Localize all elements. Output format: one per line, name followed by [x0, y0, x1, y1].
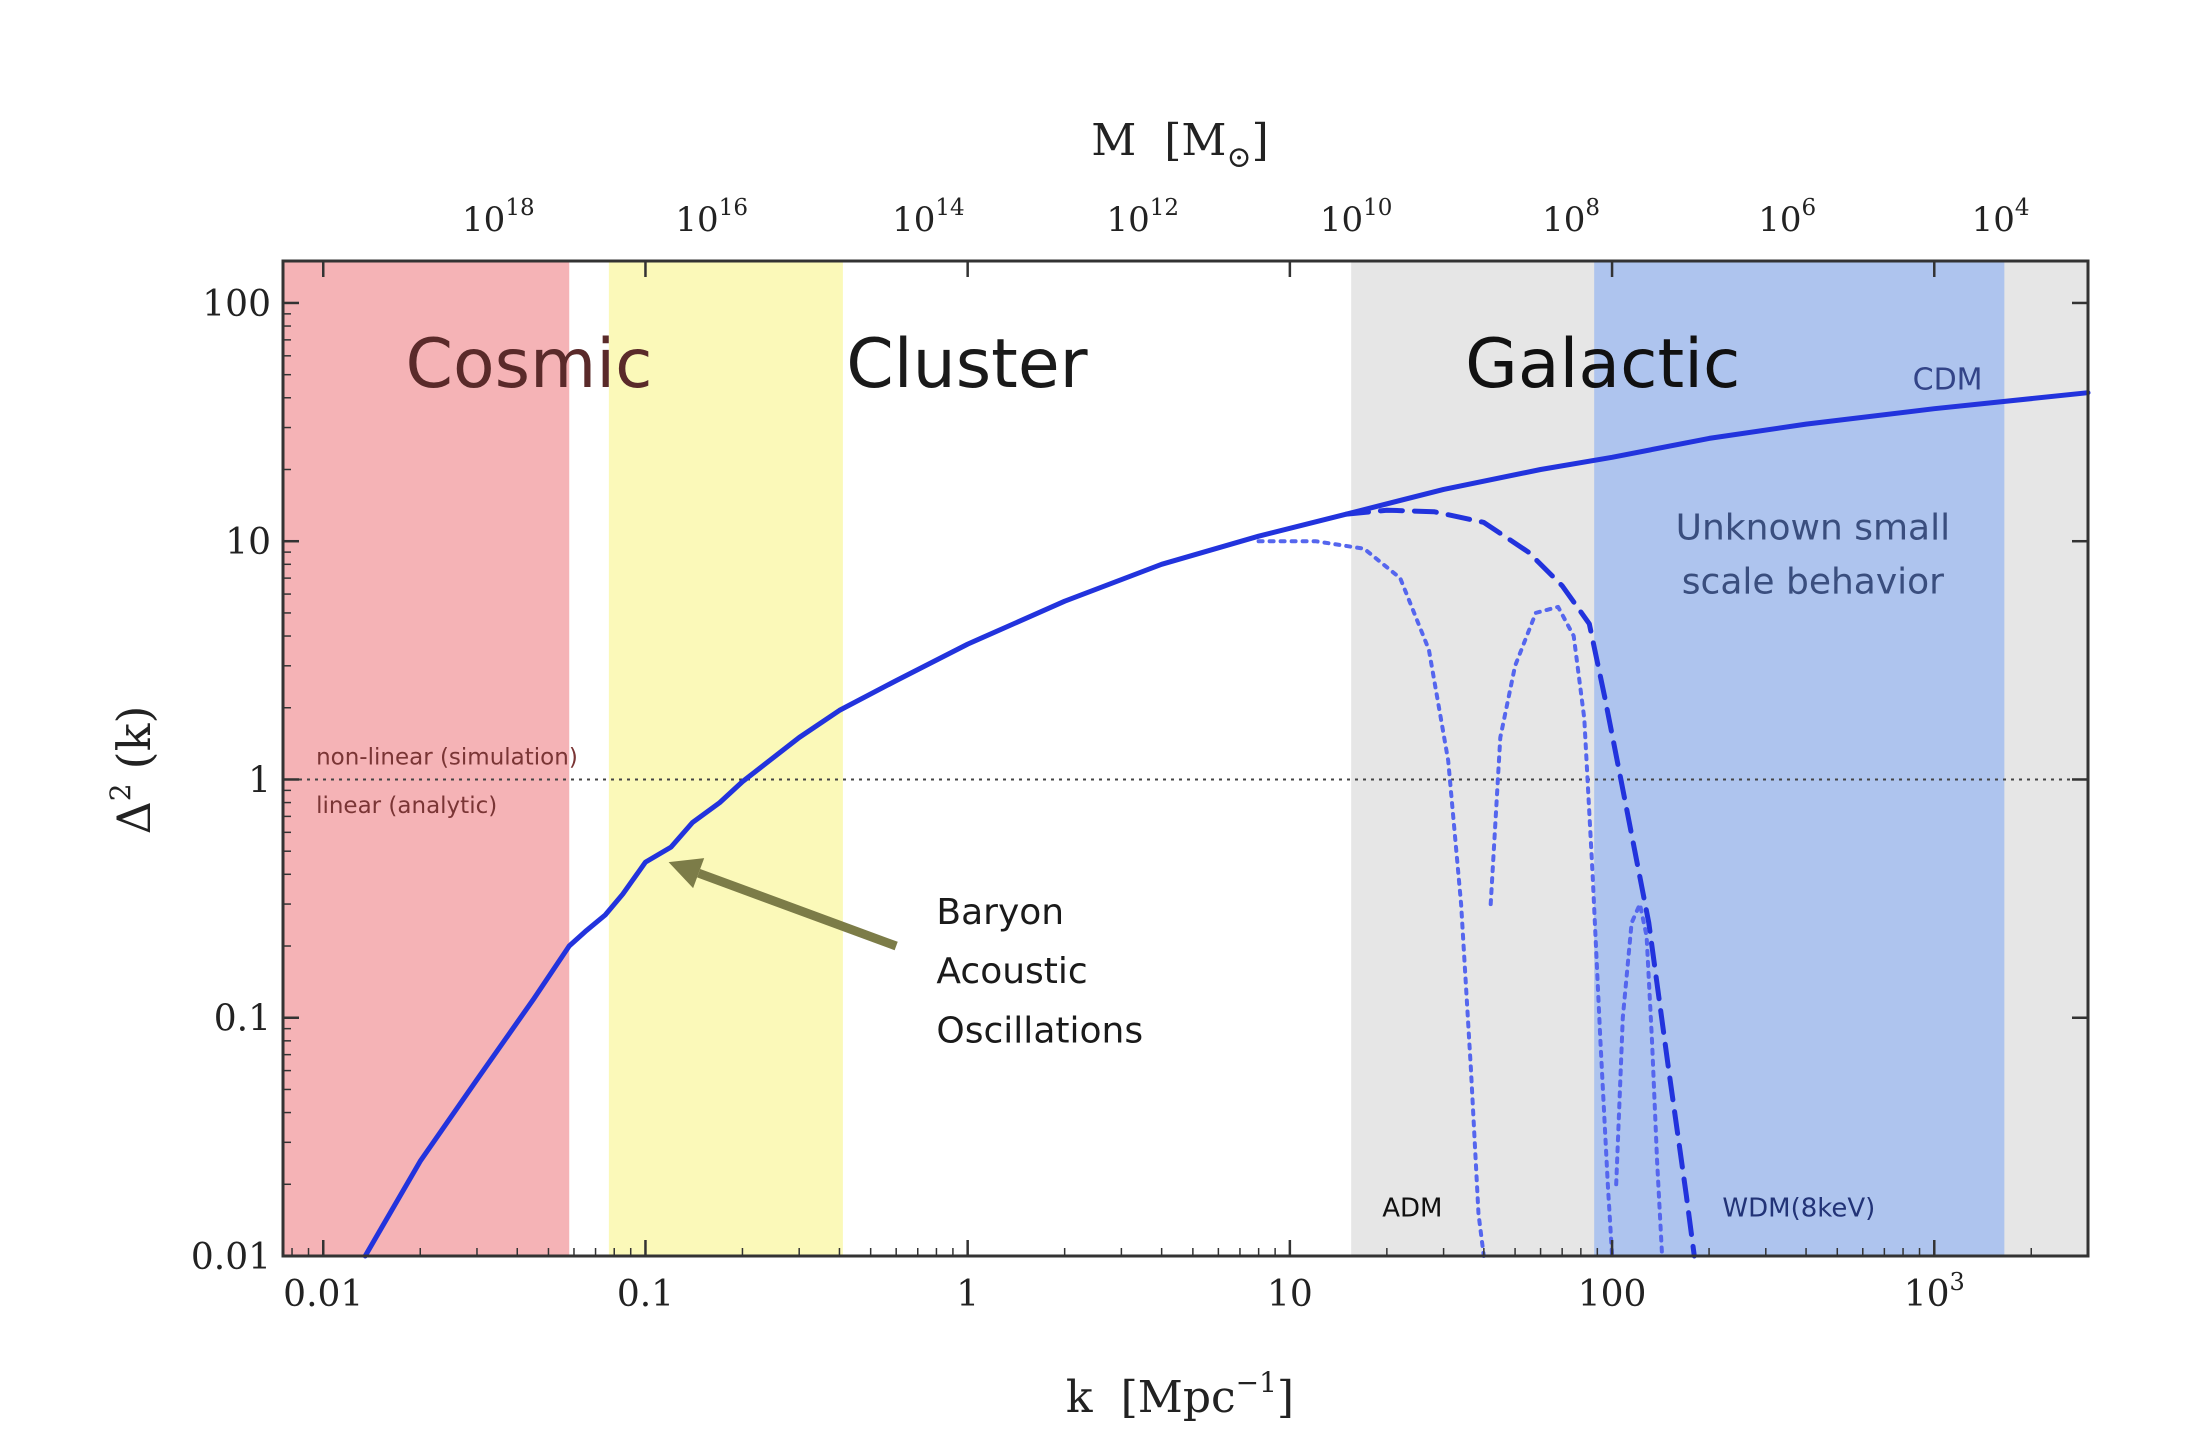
region-label-cluster: Cluster — [846, 325, 1087, 404]
x-tick-label-2: 1 — [956, 1274, 979, 1315]
x-tick-label-1: 0.1 — [617, 1274, 674, 1315]
region-label-cosmic: Cosmic — [406, 325, 653, 404]
top-tick-label-base: 10 — [1320, 200, 1363, 240]
top-axis-ticks: 1018 1016 1014 1012 1010 108 106 104 — [462, 195, 2030, 240]
top-tick-label-4: 1010 — [1320, 195, 1393, 240]
y-axis-title-main: Δ — [107, 801, 161, 834]
y-axis-title: Δ2 (k) — [104, 706, 161, 835]
y-tick-label-3: 10 — [225, 522, 271, 563]
series-curves — [362, 390, 2091, 1259]
x-tick-label-base: 10 — [1904, 1274, 1950, 1315]
top-tick-label-0: 1018 — [462, 195, 535, 240]
top-tick-label-exp: 10 — [1363, 195, 1392, 221]
x-axis-title-main: k — [1066, 1372, 1093, 1423]
top-tick-label-7: 104 — [1972, 195, 2030, 240]
plot-frame — [281, 259, 2090, 1258]
x-tick-label-3: 10 — [1267, 1274, 1313, 1315]
top-tick-label-exp: 12 — [1150, 195, 1179, 221]
x-axis-title: k [Mpc−1] — [1066, 1366, 1294, 1423]
annotation-text-5: ADM — [1382, 1193, 1442, 1223]
annotations: Cosmic Cluster Galactic CDM Unknown small sca… — [316, 325, 1982, 1224]
x-tick-label-exp: 3 — [1950, 1268, 1965, 1296]
top-tick-label-exp: 4 — [2015, 195, 2030, 221]
annotation-text-1: Unknown small — [1676, 507, 1950, 548]
y-tick-label-2: 1 — [248, 760, 271, 801]
x-axis-title-unit: [Mpc — [1121, 1372, 1236, 1423]
y-axis-title-exp: 2 — [104, 783, 137, 801]
series-line-dotted-3 — [1488, 604, 1615, 1258]
annotation-text-9: Oscillations — [936, 1010, 1143, 1051]
top-tick-label-exp: 8 — [1585, 195, 1600, 221]
annotation-text-4: linear (analytic) — [316, 793, 497, 819]
top-tick-label-base: 10 — [1106, 200, 1149, 240]
top-tick-label-1: 1016 — [675, 195, 748, 240]
x-axis-title-close: ] — [1277, 1372, 1294, 1423]
top-axis-title-sun: ⊙ — [1226, 140, 1251, 175]
series-line-dotted-2 — [1256, 539, 1486, 1258]
top-tick-label-5: 108 — [1542, 195, 1600, 240]
y-tick-label-4: 100 — [202, 284, 271, 325]
bao-arrow-shaft — [697, 868, 898, 951]
top-axis-title-unit: [M — [1164, 115, 1226, 166]
top-tick-label-3: 1012 — [1106, 195, 1179, 240]
top-tick-label-base: 10 — [1542, 200, 1585, 240]
top-tick-label-exp: 18 — [505, 195, 534, 221]
y-tick-label-1: 0.1 — [214, 999, 271, 1040]
series-line-dotted-4 — [1614, 902, 1665, 1258]
top-tick-label-base: 10 — [1972, 200, 2015, 240]
y-axis-title-arg: (k) — [107, 706, 161, 770]
annotation-text-0: CDM — [1913, 362, 1983, 397]
top-tick-label-2: 1014 — [892, 195, 965, 240]
top-tick-label-base: 10 — [462, 200, 505, 240]
top-axis-title: M [M⊙] — [1091, 115, 1269, 175]
region-band-0 — [283, 261, 570, 1256]
top-tick-label-base: 10 — [892, 200, 935, 240]
x-tick-label-4: 100 — [1578, 1274, 1647, 1315]
top-tick-label-base: 10 — [675, 200, 718, 240]
region-band-1 — [608, 261, 843, 1256]
top-axis-title-close: ] — [1252, 115, 1269, 166]
annotation-text-3: non-linear (simulation) — [316, 744, 578, 770]
x-tick-label-5: 103 — [1904, 1268, 1965, 1315]
annotation-text-2: scale behavior — [1682, 562, 1944, 603]
x-tick-label-0: 0.01 — [283, 1274, 363, 1315]
top-tick-label-6: 106 — [1758, 195, 1816, 240]
bao-arrow-head — [668, 858, 705, 889]
plot-border — [281, 259, 2090, 1258]
top-tick-label-exp: 6 — [1801, 195, 1816, 221]
annotation-text-8: Acoustic — [936, 951, 1087, 992]
top-tick-label-base: 10 — [1758, 200, 1801, 240]
top-tick-label-exp: 14 — [935, 195, 964, 221]
annotation-text-6: WDM(8keV) — [1722, 1193, 1875, 1223]
top-tick-label-exp: 16 — [719, 195, 748, 221]
x-axis-ticks: 0.01 0.1 1 10 100 103 — [283, 261, 2089, 1315]
series-line-dashed-1 — [1344, 507, 1697, 1259]
y-axis-ticks: 0.01 0.1 1 10 100 — [191, 284, 2088, 1278]
series-line-cdm — [362, 390, 2091, 1259]
region-label-galactic: Galactic — [1465, 325, 1740, 404]
x-axis-title-exp: −1 — [1236, 1366, 1277, 1399]
annotation-text-7: Baryon — [936, 892, 1064, 933]
top-axis-title-main: M — [1091, 115, 1136, 166]
y-tick-label-0: 0.01 — [191, 1237, 271, 1278]
